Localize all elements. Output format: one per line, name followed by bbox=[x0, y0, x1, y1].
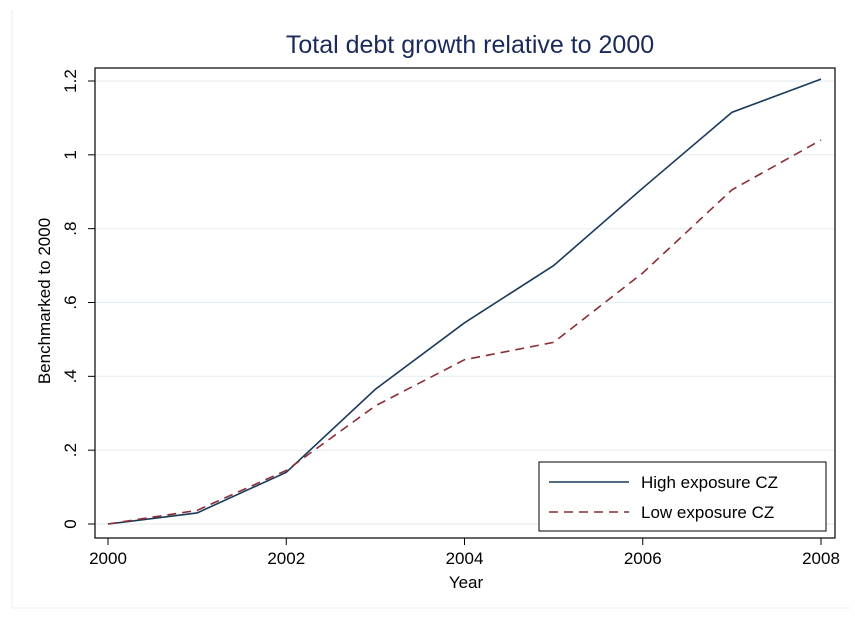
x-tick-label: 2000 bbox=[89, 549, 127, 568]
y-tick-label: 1 bbox=[61, 150, 80, 159]
x-tick-label: 2002 bbox=[267, 549, 305, 568]
x-axis-title: Year bbox=[449, 573, 484, 592]
legend-box bbox=[538, 461, 827, 532]
y-tick-label: 0 bbox=[61, 519, 80, 528]
x-tick-label: 2006 bbox=[624, 549, 662, 568]
y-axis-title: Benchmarked to 2000 bbox=[35, 218, 54, 384]
y-tick-label: .6 bbox=[61, 295, 80, 309]
legend-label: Low exposure CZ bbox=[641, 503, 774, 522]
y-tick-label: .8 bbox=[61, 222, 80, 236]
series-lines bbox=[107, 78, 822, 525]
x-tick-label: 2008 bbox=[802, 549, 840, 568]
series-line-high-exposure bbox=[107, 78, 822, 525]
chart-title: Total debt growth relative to 2000 bbox=[286, 31, 654, 59]
legend: High exposure CZ Low exposure CZ bbox=[538, 461, 827, 532]
y-tick-label: 1.2 bbox=[61, 69, 80, 93]
y-tick-label: .4 bbox=[61, 369, 80, 383]
gridlines bbox=[96, 80, 834, 525]
x-axis: 2000 2002 2004 2006 2008 bbox=[89, 538, 840, 568]
y-tick-label: .2 bbox=[61, 443, 80, 457]
x-tick-label: 2004 bbox=[446, 549, 484, 568]
legend-label: High exposure CZ bbox=[641, 473, 778, 492]
series-line-low-exposure bbox=[107, 139, 822, 525]
y-axis: 0 .2 .4 .6 .8 1 1.2 bbox=[61, 69, 95, 529]
